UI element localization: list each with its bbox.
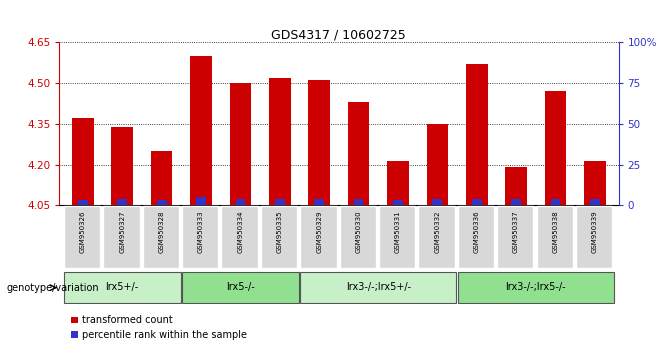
Text: GSM950328: GSM950328: [159, 210, 164, 253]
Bar: [300, 273, 456, 303]
Text: lrx5-/-: lrx5-/-: [226, 282, 255, 292]
Bar: [190, 56, 212, 205]
Text: GSM950335: GSM950335: [277, 210, 283, 253]
Bar: [269, 78, 291, 205]
Bar: [236, 199, 245, 205]
Bar: [545, 91, 567, 205]
Text: GSM950339: GSM950339: [592, 210, 598, 253]
Text: lrx3-/-;lrx5-/-: lrx3-/-;lrx5-/-: [505, 282, 566, 292]
Bar: [196, 197, 206, 205]
Bar: [151, 151, 172, 205]
Bar: [576, 206, 612, 268]
Bar: [182, 273, 299, 303]
Text: GSM950327: GSM950327: [119, 210, 125, 253]
Legend: transformed count, percentile rank within the sample: transformed count, percentile rank withi…: [70, 315, 247, 340]
Bar: [466, 64, 488, 205]
Text: GSM950338: GSM950338: [553, 210, 559, 253]
Bar: [143, 206, 179, 268]
Bar: [418, 206, 455, 268]
Bar: [458, 206, 494, 268]
Text: GSM950337: GSM950337: [513, 210, 519, 253]
Bar: [505, 167, 527, 205]
Bar: [315, 199, 324, 205]
Text: GSM950330: GSM950330: [355, 210, 361, 253]
Text: lrx5+/-: lrx5+/-: [106, 282, 139, 292]
Bar: [261, 206, 297, 268]
Bar: [497, 206, 534, 268]
Bar: [472, 199, 482, 205]
Bar: [64, 206, 100, 268]
Text: GSM950336: GSM950336: [474, 210, 480, 253]
Text: genotype/variation: genotype/variation: [7, 282, 99, 293]
Bar: [182, 206, 218, 268]
Bar: [584, 161, 606, 205]
Bar: [426, 124, 448, 205]
Bar: [347, 102, 369, 205]
Bar: [64, 273, 180, 303]
Text: GSM950331: GSM950331: [395, 210, 401, 253]
Text: GSM950334: GSM950334: [238, 210, 243, 253]
Bar: [340, 206, 376, 268]
Bar: [275, 199, 285, 205]
Bar: [536, 206, 573, 268]
Bar: [78, 200, 88, 205]
Bar: [458, 273, 614, 303]
Bar: [551, 199, 561, 205]
Bar: [511, 199, 521, 205]
Bar: [117, 199, 127, 205]
Text: GSM950333: GSM950333: [198, 210, 204, 253]
Bar: [387, 161, 409, 205]
Bar: [103, 206, 139, 268]
Bar: [300, 206, 336, 268]
Bar: [230, 83, 251, 205]
Text: GSM950332: GSM950332: [434, 210, 440, 253]
Bar: [309, 80, 330, 205]
Bar: [590, 199, 599, 205]
Text: lrx3-/-;lrx5+/-: lrx3-/-;lrx5+/-: [345, 282, 411, 292]
Bar: [222, 206, 258, 268]
Bar: [72, 119, 93, 205]
Title: GDS4317 / 10602725: GDS4317 / 10602725: [272, 28, 406, 41]
Bar: [157, 200, 166, 205]
Bar: [354, 199, 363, 205]
Bar: [379, 206, 415, 268]
Bar: [393, 200, 403, 205]
Text: GSM950329: GSM950329: [316, 210, 322, 253]
Text: GSM950326: GSM950326: [80, 210, 86, 253]
Bar: [111, 127, 133, 205]
Bar: [432, 199, 442, 205]
